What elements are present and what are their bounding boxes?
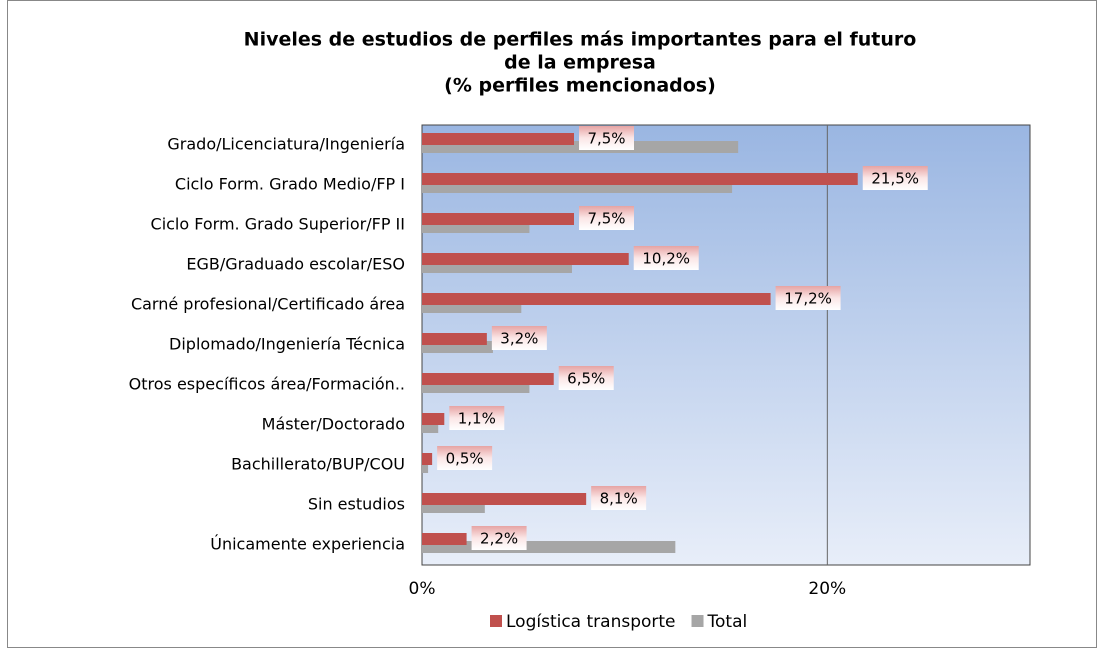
y-tick-label: Bachillerato/BUP/COU [231, 455, 405, 474]
data-label: 1,1% [458, 410, 496, 428]
y-tick-label: Grado/Licenciatura/Ingeniería [167, 135, 405, 154]
bar [422, 461, 429, 473]
data-label: 0,5% [446, 450, 484, 468]
data-label-box [775, 286, 841, 310]
data-label: 21,5% [871, 170, 919, 188]
x-tick-label: 20% [808, 579, 846, 599]
data-label: 8,1% [600, 490, 638, 508]
y-tick-label: Máster/Doctorado [262, 415, 405, 434]
data-label-box [633, 246, 699, 270]
chart-title: (% perfiles mencionados) [444, 75, 716, 97]
x-tick-label: 0% [409, 579, 436, 599]
bar [422, 453, 433, 465]
data-label: 3,2% [500, 330, 538, 348]
y-tick-label: Otros específicos área/Formación.. [129, 375, 405, 394]
y-tick-label: Únicamente experiencia [210, 535, 405, 554]
legend-label: Logística transporte [506, 612, 676, 632]
data-label: 17,2% [784, 290, 832, 308]
data-label-box [591, 486, 647, 510]
bar [422, 133, 574, 145]
bar [422, 373, 554, 385]
data-label: 7,5% [587, 210, 625, 228]
data-label-box [491, 326, 547, 350]
bar [422, 213, 574, 225]
legend-swatch [691, 615, 704, 627]
bar [422, 533, 467, 545]
data-label-box [449, 406, 505, 430]
data-label-box [558, 366, 614, 390]
data-label-box [862, 166, 928, 190]
y-tick-label: Sin estudios [308, 495, 405, 514]
y-tick-label: Diplomado/Ingeniería Técnica [169, 335, 405, 354]
data-label-box [579, 126, 634, 150]
data-label: 7,5% [587, 130, 625, 148]
bar [422, 333, 487, 345]
data-label-box [579, 206, 634, 230]
data-label-box [471, 526, 527, 550]
bar [422, 293, 771, 305]
chart-title: Niveles de estudios de perfiles más impo… [244, 29, 917, 51]
y-tick-label: Carné profesional/Certificado área [131, 295, 405, 314]
y-tick-label: EGB/Graduado escolar/ESO [186, 255, 405, 274]
bar [422, 173, 858, 185]
data-label-box [437, 446, 493, 470]
bar [422, 413, 445, 425]
y-tick-label: Ciclo Form. Grado Superior/FP II [151, 215, 405, 234]
bar [422, 253, 629, 265]
data-label: 6,5% [567, 370, 605, 388]
legend-swatch [490, 615, 502, 627]
y-tick-label: Ciclo Form. Grado Medio/FP I [175, 175, 405, 194]
data-label: 2,2% [480, 530, 518, 548]
legend-label: Total [707, 612, 748, 632]
bar [422, 493, 587, 505]
data-label: 10,2% [642, 250, 690, 268]
chart-title: de la empresa [504, 52, 656, 74]
